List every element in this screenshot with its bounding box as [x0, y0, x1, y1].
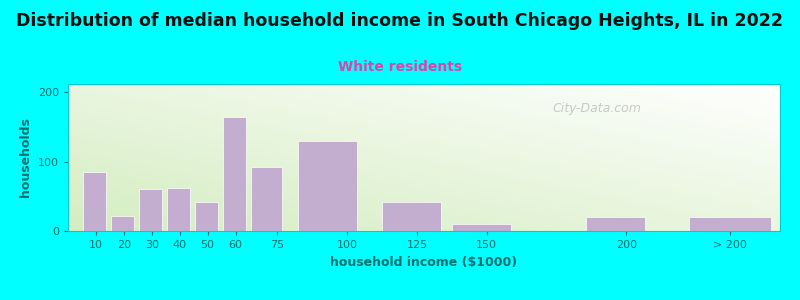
Bar	[586, 217, 645, 231]
Bar	[111, 216, 134, 231]
Bar	[167, 188, 190, 231]
Bar	[382, 202, 441, 231]
Bar	[298, 141, 358, 231]
Bar	[452, 224, 511, 231]
Y-axis label: households: households	[19, 118, 32, 197]
X-axis label: household income ($1000): household income ($1000)	[330, 256, 518, 268]
Text: Distribution of median household income in South Chicago Heights, IL in 2022: Distribution of median household income …	[17, 12, 783, 30]
Bar	[83, 172, 106, 231]
Text: City-Data.com: City-Data.com	[552, 102, 641, 115]
Bar	[689, 217, 770, 231]
Bar	[222, 117, 246, 231]
Bar	[139, 189, 162, 231]
Text: White residents: White residents	[338, 60, 462, 74]
Bar	[194, 202, 218, 231]
Bar	[250, 167, 282, 231]
